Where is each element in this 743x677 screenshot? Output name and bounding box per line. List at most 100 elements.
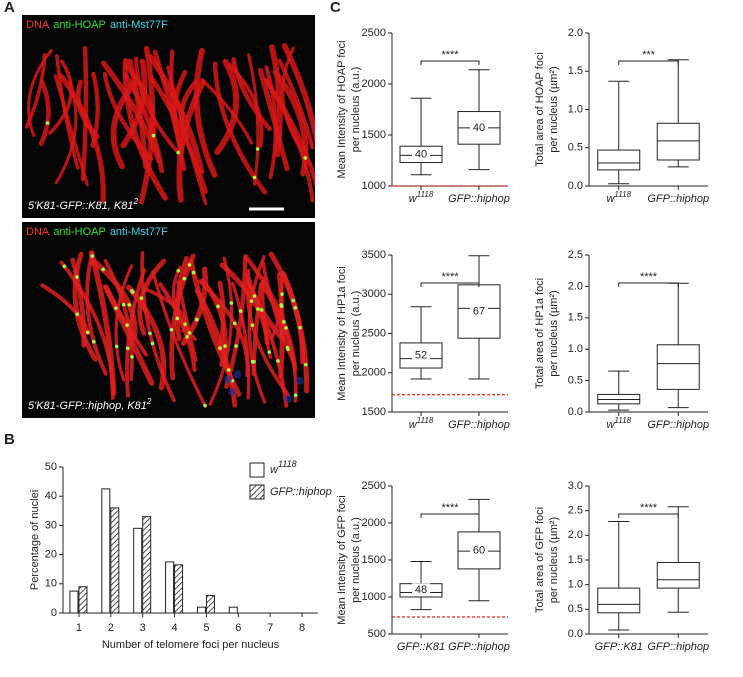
y-tick-label: 1.0 <box>568 103 583 115</box>
category: GFP::hiphop <box>448 641 510 653</box>
x-tick-label: 5 <box>203 622 209 634</box>
y-tick-label: 10 <box>45 578 57 590</box>
foci <box>291 298 295 303</box>
box <box>656 122 700 161</box>
nucleus <box>259 281 298 403</box>
significance-bracket <box>420 60 480 65</box>
y-tick-label: 2.5 <box>568 505 583 517</box>
nucleus <box>197 279 250 378</box>
foci <box>252 294 257 298</box>
y-tick-label: 0.0 <box>568 180 583 192</box>
category: GFP::hiphop <box>448 419 510 431</box>
nucleus <box>103 259 134 382</box>
legend-label: GFP::hiphop <box>270 486 332 498</box>
x-axis-label: Number of telomere foci per nucleus <box>102 639 280 651</box>
foci <box>114 344 119 349</box>
nucleus <box>114 264 134 382</box>
nucleus <box>247 53 260 186</box>
foci <box>187 331 192 335</box>
y-tick-label: 0.5 <box>568 375 583 387</box>
significance: **** <box>441 502 459 514</box>
x-tick-label: GFP::K81 <box>397 641 445 653</box>
y-tick-label: 0.0 <box>568 628 583 640</box>
nucleus <box>80 45 89 182</box>
micrograph: DNA anti-HOAP anti-Mst77F5'K81-GFP::hiphop… <box>22 222 315 418</box>
n-label: 40 <box>473 122 485 134</box>
y-tick-label: 1500 <box>362 129 386 141</box>
legend-superscript: 1118 <box>278 459 297 469</box>
nucleus <box>27 48 53 137</box>
genotype-superscript: 2 <box>146 397 152 406</box>
foci <box>176 150 180 155</box>
nucleus <box>174 256 189 342</box>
category-superscript: 1118 <box>417 190 434 199</box>
foci <box>252 359 256 364</box>
image-background <box>22 15 315 218</box>
panel-label: B <box>4 431 15 448</box>
bar <box>142 516 152 614</box>
y-tick-label: 2.5 <box>568 249 583 261</box>
foci <box>280 292 284 296</box>
category: w <box>409 193 418 205</box>
significance-bracket <box>618 282 679 287</box>
category: GFP::hiphop <box>647 419 709 431</box>
y-axis-label: per nucleus (a.u.) <box>350 291 362 377</box>
foci <box>191 270 196 275</box>
foci <box>75 312 80 316</box>
n-label-bg <box>470 304 488 318</box>
nucleus <box>150 76 208 195</box>
nucleus <box>261 276 273 359</box>
n-label-bg <box>470 120 488 134</box>
foci <box>293 393 298 398</box>
nucleus <box>110 77 140 170</box>
y-tick-label: 2.0 <box>568 280 583 292</box>
foci <box>130 355 134 359</box>
foci <box>127 303 132 307</box>
foci <box>285 345 290 350</box>
y-axis-label: Mean Intensity of GFP foci <box>336 495 348 624</box>
nuclei <box>24 43 315 206</box>
nucleus <box>151 269 208 408</box>
x-tick-label: 4 <box>172 622 178 634</box>
foci <box>303 156 308 160</box>
foci <box>259 308 264 312</box>
nucleus <box>251 282 264 376</box>
significance-bracket <box>618 60 679 65</box>
nucleus <box>75 79 100 139</box>
y-tick-label: 50 <box>45 461 57 473</box>
y-axis-label: Total area of HP1a foci <box>534 278 546 389</box>
nucleus <box>100 60 162 164</box>
foci <box>139 296 144 301</box>
y-tick-label: 2000 <box>362 517 386 529</box>
n-label-bg <box>412 348 430 362</box>
legend-label: w1118 <box>270 459 297 476</box>
n-label: 52 <box>415 349 427 361</box>
nucleus <box>281 46 305 154</box>
nucleus <box>58 73 106 204</box>
x-tick-label: 6 <box>235 622 241 634</box>
nucleus <box>217 280 226 353</box>
y-tick-label: 0.0 <box>568 406 583 418</box>
foci <box>250 323 255 328</box>
x-tick-label: w1118 <box>606 190 631 205</box>
stain-label: anti-Mst77F <box>110 19 168 31</box>
nucleus <box>48 59 74 135</box>
n-label: 67 <box>473 305 485 317</box>
y-tick-label: 0.5 <box>568 603 583 615</box>
foci <box>195 317 199 322</box>
blue-signal <box>233 370 242 379</box>
y-axis-label: per nucleus (µm²) <box>548 290 560 376</box>
foci <box>203 403 207 408</box>
y-tick-label: 2.0 <box>568 529 583 541</box>
foci <box>101 267 105 272</box>
category: GFP::K81 <box>595 641 643 653</box>
nucleus <box>169 253 196 381</box>
genotype-label: 5'K81-GFP::K81, K812 <box>28 197 138 212</box>
bar <box>101 488 111 614</box>
y-axis-label: per nucleus (a.u.) <box>350 67 362 153</box>
foci <box>183 322 187 326</box>
foci <box>62 264 67 269</box>
x-tick-label: GFP::hiphop <box>448 419 510 431</box>
